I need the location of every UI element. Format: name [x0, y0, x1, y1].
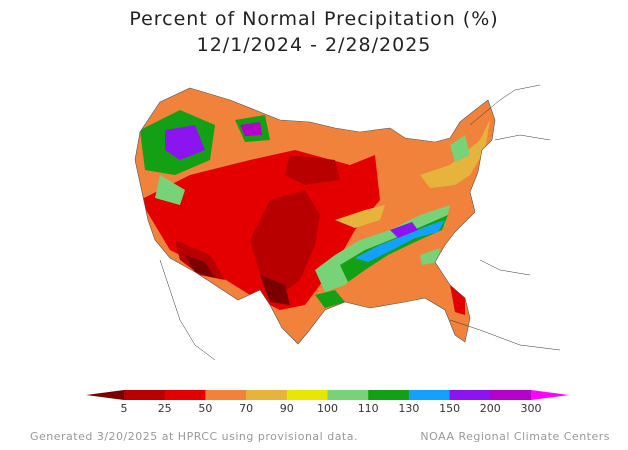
coastline-lines — [159, 84, 561, 361]
generated-note: Generated 3/20/2025 at HPRCC using provi… — [30, 430, 358, 443]
legend-cap-high — [531, 390, 569, 400]
legend-tick-label: 5 — [121, 402, 128, 415]
legend-tick-label: 150 — [439, 402, 460, 415]
legend-swatch — [246, 390, 288, 400]
legend-tick-label: 200 — [480, 402, 501, 415]
map-title: Percent of Normal Precipitation (%) — [129, 8, 499, 30]
legend-swatch — [124, 390, 166, 400]
map-date-range: 12/1/2024 - 2/28/2025 — [196, 34, 432, 56]
legend-tick-label: 300 — [521, 402, 542, 415]
legend-tick-label: 100 — [317, 402, 338, 415]
legend-tick-label: 50 — [198, 402, 212, 415]
legend-swatch — [449, 390, 491, 400]
legend-swatch — [490, 390, 532, 400]
legend-swatch — [205, 390, 247, 400]
legend-tick-label: 90 — [280, 402, 294, 415]
legend-swatch — [164, 390, 206, 400]
legend-swatch — [286, 390, 328, 400]
legend-tick-label: 70 — [239, 402, 253, 415]
legend-swatch — [408, 390, 451, 400]
legend-tick-label: 25 — [158, 402, 172, 415]
legend-swatch — [368, 390, 410, 400]
color-legend: 5 25 50 70 90 100 110 130 150 200 300 — [86, 390, 569, 415]
us-outline — [134, 87, 496, 345]
legend-tick-label: 110 — [358, 402, 379, 415]
legend-tick-label: 130 — [398, 402, 419, 415]
legend-swatch — [327, 390, 369, 400]
source-credit: NOAA Regional Climate Centers — [420, 430, 610, 443]
legend-cap-low — [86, 390, 124, 400]
precipitation-map — [134, 84, 561, 361]
